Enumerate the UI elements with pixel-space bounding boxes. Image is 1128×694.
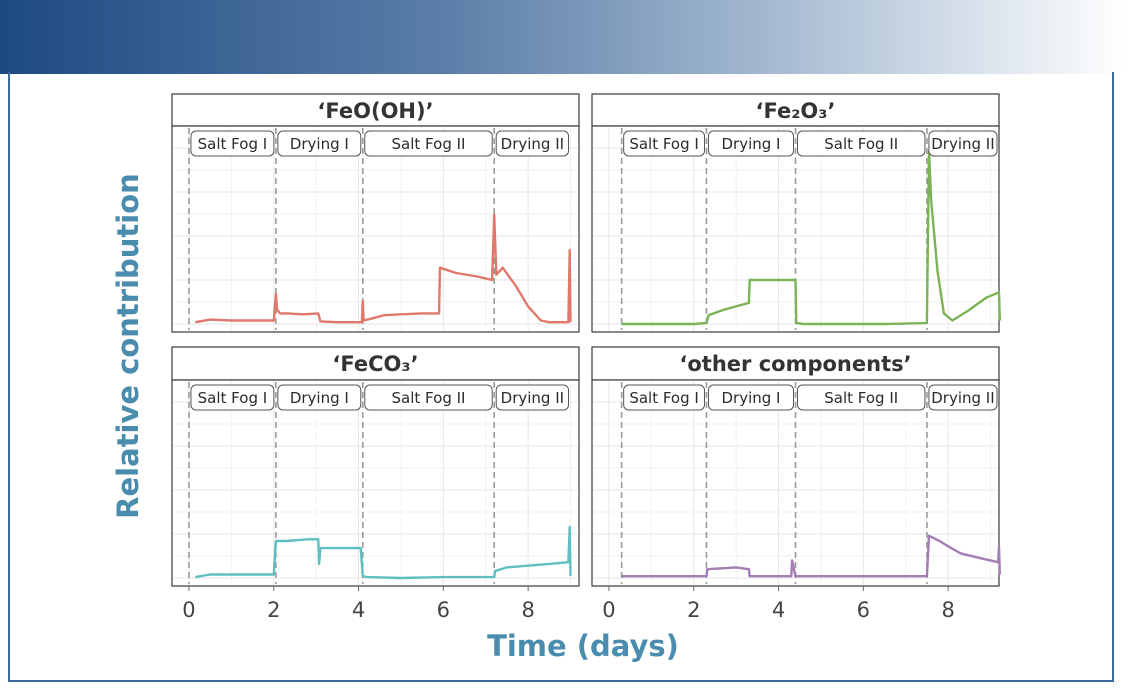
facet-panel: ‘Fe₂O₃’ Salt Fog I Drying I Salt Fog II Dryi… <box>591 93 1001 333</box>
plot-area <box>171 125 580 333</box>
phase-label: Salt Fog II <box>392 135 466 153</box>
phase-label-box <box>797 384 926 411</box>
phase-label: Salt Fog II <box>824 389 898 407</box>
data-series-line <box>621 150 1001 326</box>
facet-strip <box>591 346 1000 381</box>
phase-label-box <box>277 130 362 157</box>
phase-label-box <box>190 130 275 157</box>
phase-label-box <box>797 130 926 157</box>
facet-title: ‘Fe₂O₃’ <box>756 99 836 123</box>
facet-strip <box>171 346 580 381</box>
phase-label: Drying II <box>931 389 994 407</box>
phase-label-box <box>190 384 275 411</box>
phase-label: Salt Fog I <box>629 389 699 407</box>
phase-label: Salt Fog I <box>198 389 268 407</box>
phase-label: Drying II <box>501 389 564 407</box>
x-tick-label: 8 <box>521 598 534 622</box>
figure-frame <box>8 72 1114 682</box>
phase-label: Salt Fog I <box>629 135 699 153</box>
x-tick-label: 0 <box>602 598 615 622</box>
phase-label-box <box>928 130 998 157</box>
x-tick-label: 4 <box>772 598 785 622</box>
facet-title: ‘FeO(OH)’ <box>317 99 433 123</box>
data-series-line <box>195 213 572 324</box>
phase-label: Drying II <box>501 135 564 153</box>
facet-strip <box>171 93 580 127</box>
phase-label: Drying I <box>721 389 780 407</box>
phase-label-box <box>277 384 362 411</box>
facet-title: ‘other components’ <box>679 352 911 376</box>
x-tick-label: 6 <box>437 598 450 622</box>
x-tick-label: 2 <box>687 598 700 622</box>
phase-label-box <box>495 130 570 157</box>
data-series-line <box>621 534 1001 578</box>
facet-panel: ‘FeCO₃’ Salt Fog I Drying I Salt Fog II Dryi… <box>171 346 580 587</box>
x-tick-label: 2 <box>267 598 280 622</box>
phase-label-box <box>364 384 493 411</box>
phase-label-box <box>495 384 570 411</box>
x-tick-label: 4 <box>352 598 365 622</box>
phase-label: Drying I <box>290 135 349 153</box>
phase-label: Drying I <box>721 135 780 153</box>
phase-label-box <box>623 130 705 157</box>
phase-label: Drying I <box>290 389 349 407</box>
header-banner <box>0 0 1128 74</box>
phase-label: Drying II <box>931 135 994 153</box>
phase-label-box <box>707 130 794 157</box>
plot-area <box>171 379 580 587</box>
y-axis-label: Relative contribution <box>111 173 145 519</box>
phase-label: Salt Fog II <box>824 135 898 153</box>
phase-label: Salt Fog II <box>392 389 466 407</box>
phase-label-box <box>623 384 705 411</box>
x-tick-label: 6 <box>857 598 870 622</box>
phase-label: Salt Fog I <box>198 135 268 153</box>
facet-panel: ‘other components’ Salt Fog I Drying I Salt… <box>591 346 1001 587</box>
x-axis-label: Time (days) <box>487 629 679 663</box>
facet-title: ‘FeCO₃’ <box>332 352 418 376</box>
data-series-line <box>195 525 572 580</box>
phase-label-box <box>364 130 493 157</box>
phase-label-box <box>928 384 998 411</box>
x-tick-label: 0 <box>182 598 195 622</box>
facet-panel: ‘FeO(OH)’ Salt Fog I Drying I Salt Fog II Dr… <box>171 93 580 333</box>
x-tick-label: 8 <box>941 598 954 622</box>
facet-strip <box>591 93 1000 127</box>
phase-label-box <box>707 384 794 411</box>
